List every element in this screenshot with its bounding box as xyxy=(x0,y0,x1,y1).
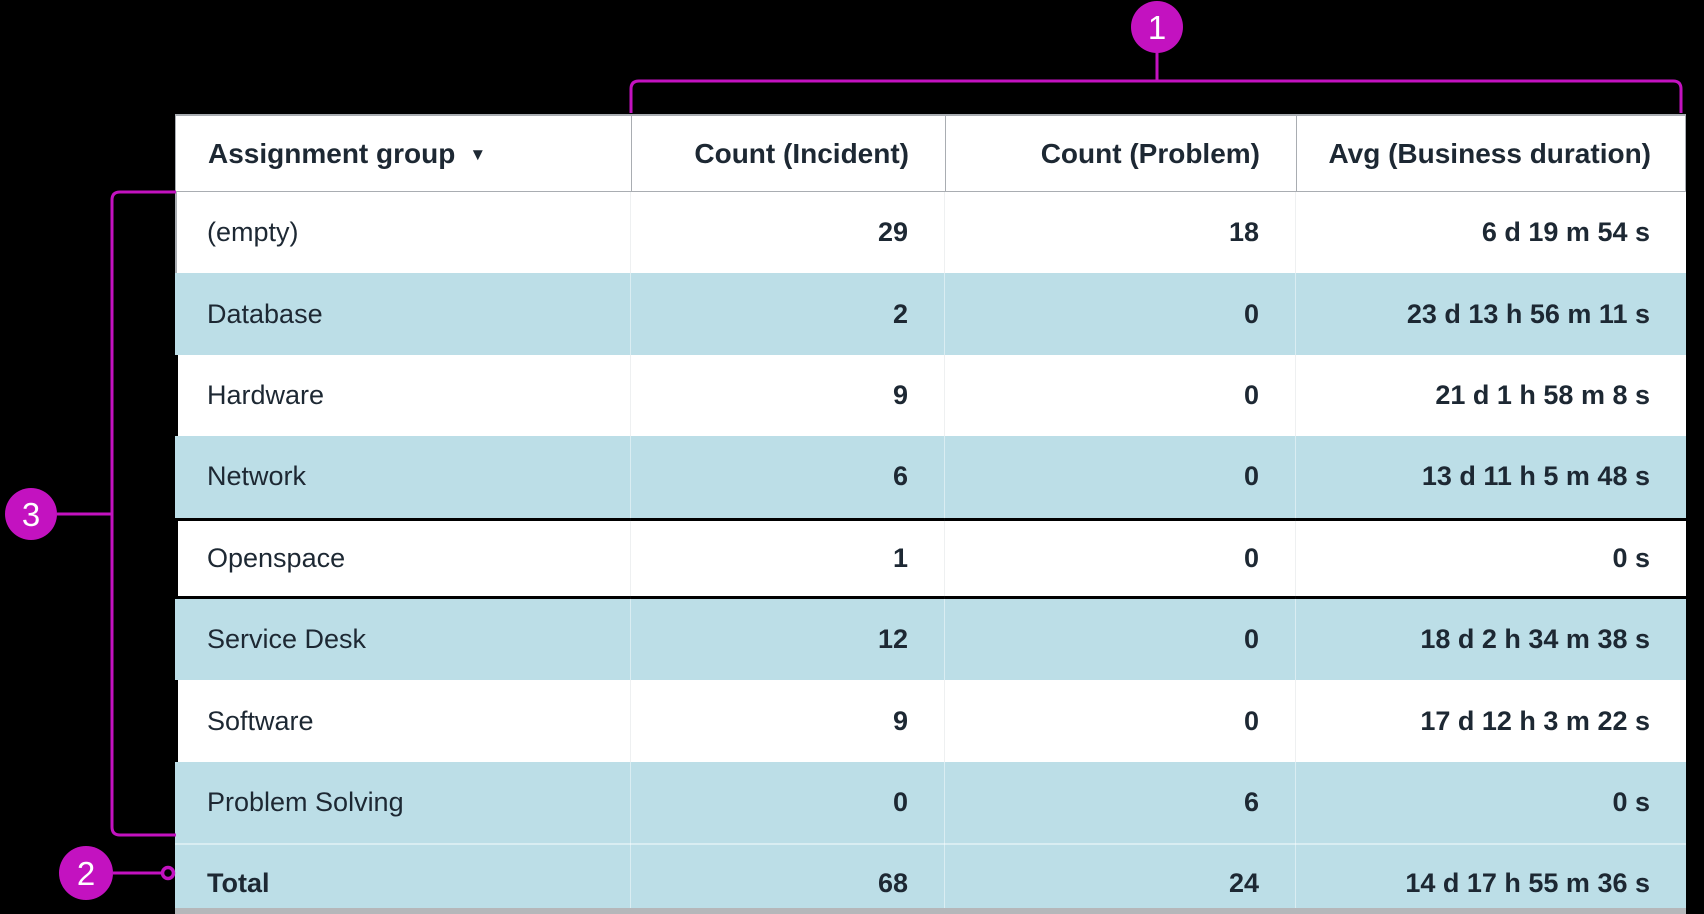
cell-count-problem: 0 xyxy=(944,680,1295,762)
cell-assignment-group: Openspace xyxy=(207,542,346,573)
table-header-row: Assignment group ▼ Count (Incident) Coun… xyxy=(175,114,1686,192)
table-row[interactable]: Hardware 9 0 21 d 1 h 58 m 8 s xyxy=(175,354,1686,437)
cell-assignment-group: Service Desk xyxy=(207,624,367,655)
callout-3-bracket xyxy=(110,190,176,837)
cell-assignment-group: Software xyxy=(207,705,314,736)
callout-1-badge xyxy=(1131,1,1183,53)
callout-2-number: 2 xyxy=(77,855,95,892)
cell-assignment-group: Database xyxy=(207,298,323,329)
cell-assignment-group: Network xyxy=(207,461,307,492)
cell-count-problem: 6 xyxy=(944,761,1295,844)
callout-1-bracket xyxy=(629,79,1683,113)
sort-descending-icon: ▼ xyxy=(469,144,487,164)
cell-assignment-group: Hardware xyxy=(207,379,325,410)
cell-count-problem: 18 xyxy=(944,192,1295,274)
column-header-avg-business-duration[interactable]: Avg (Business duration) xyxy=(1296,116,1687,191)
column-header-label: Count (Problem) xyxy=(1040,137,1260,169)
column-header-label: Assignment group xyxy=(208,137,456,169)
cell-count-incident: 68 xyxy=(630,843,944,914)
cell-count-problem: 0 xyxy=(944,273,1295,355)
cell-count-incident: 6 xyxy=(630,436,944,518)
table-row[interactable]: Database 2 0 23 d 13 h 56 m 11 s xyxy=(175,273,1686,355)
table-row[interactable]: Openspace 1 0 0 s xyxy=(175,517,1686,599)
cell-count-incident: 9 xyxy=(630,354,944,437)
column-header-count-problem[interactable]: Count (Problem) xyxy=(945,116,1296,191)
report-table: Assignment group ▼ Count (Incident) Coun… xyxy=(175,114,1686,914)
table-row[interactable]: Service Desk 12 0 18 d 2 h 34 m 38 s xyxy=(175,598,1686,681)
cell-assignment-group: (empty) xyxy=(207,217,299,248)
column-header-label: Avg (Business duration) xyxy=(1328,137,1651,169)
cell-count-incident: 1 xyxy=(630,517,944,599)
table-row-total[interactable]: Total 68 24 14 d 17 h 55 m 36 s xyxy=(175,843,1686,914)
table-row[interactable]: Problem Solving 0 6 0 s xyxy=(175,761,1686,844)
cell-assignment-group: Total xyxy=(207,868,270,899)
table-body: (empty) 29 18 6 d 19 m 54 s Database 2 0 23 d 1… xyxy=(175,192,1686,914)
table-row[interactable]: Software 9 0 17 d 12 h 3 m 22 s xyxy=(175,680,1686,762)
horizontal-scrollbar[interactable] xyxy=(175,908,1686,914)
callout-3-number: 3 xyxy=(22,496,40,533)
cell-count-incident: 29 xyxy=(630,192,944,274)
cell-count-problem: 0 xyxy=(944,517,1295,599)
column-header-count-incident[interactable]: Count (Incident) xyxy=(631,116,945,191)
cell-count-incident: 9 xyxy=(630,680,944,762)
cell-count-incident: 12 xyxy=(630,598,944,681)
cell-avg-business-duration: 0 s xyxy=(1295,517,1686,599)
cell-avg-business-duration: 13 d 11 h 5 m 48 s xyxy=(1295,436,1686,518)
callout-3-badge xyxy=(5,488,57,540)
callout-1-number: 1 xyxy=(1148,9,1166,46)
table-row[interactable]: Network 6 0 13 d 11 h 5 m 48 s xyxy=(175,436,1686,518)
callout-2-endpoint-ring xyxy=(160,865,176,881)
cell-count-problem: 0 xyxy=(944,436,1295,518)
cell-count-incident: 0 xyxy=(630,761,944,844)
column-header-label: Count (Incident) xyxy=(694,137,909,169)
cell-avg-business-duration: 0 s xyxy=(1295,761,1686,844)
cell-assignment-group: Problem Solving xyxy=(207,786,404,817)
cell-count-problem: 0 xyxy=(944,354,1295,437)
cell-avg-business-duration: 14 d 17 h 55 m 36 s xyxy=(1295,843,1686,914)
cell-avg-business-duration: 6 d 19 m 54 s xyxy=(1295,192,1686,274)
column-header-assignment-group[interactable]: Assignment group ▼ xyxy=(176,116,631,191)
callout-2-badge xyxy=(59,846,113,900)
cell-count-incident: 2 xyxy=(630,273,944,355)
cell-count-problem: 0 xyxy=(944,598,1295,681)
cell-avg-business-duration: 23 d 13 h 56 m 11 s xyxy=(1295,273,1686,355)
cell-avg-business-duration: 21 d 1 h 58 m 8 s xyxy=(1295,354,1686,437)
cell-avg-business-duration: 17 d 12 h 3 m 22 s xyxy=(1295,680,1686,762)
table-row[interactable]: (empty) 29 18 6 d 19 m 54 s xyxy=(175,192,1686,274)
cell-count-problem: 24 xyxy=(944,843,1295,914)
cell-avg-business-duration: 18 d 2 h 34 m 38 s xyxy=(1295,598,1686,681)
